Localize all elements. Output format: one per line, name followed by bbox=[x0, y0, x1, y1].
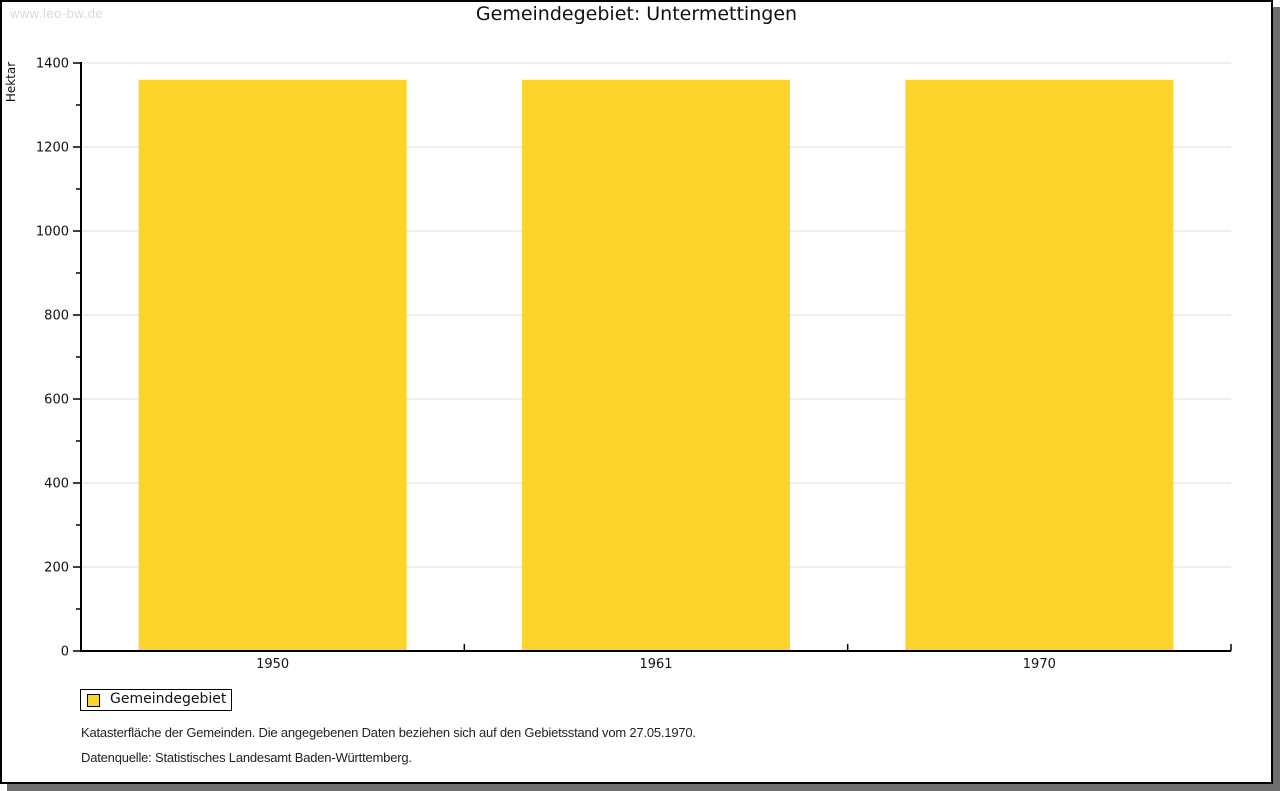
y-tick-label: 0 bbox=[61, 645, 69, 660]
bar-1950 bbox=[138, 79, 407, 652]
y-tick-label: 200 bbox=[44, 561, 69, 576]
y-tick-label: 1400 bbox=[36, 57, 69, 72]
y-tick-label: 800 bbox=[44, 309, 69, 324]
bar-1961 bbox=[522, 79, 790, 652]
y-tick-label: 400 bbox=[44, 477, 69, 492]
bar-1970 bbox=[905, 79, 1174, 652]
x-tick-label-1970: 1970 bbox=[1023, 657, 1056, 672]
x-tick-label-1961: 1961 bbox=[639, 657, 672, 672]
legend-label: Gemeindegebiet bbox=[110, 691, 227, 707]
y-tick-label: 1200 bbox=[36, 141, 69, 156]
footnote-source-note: Katasterfläche der Gemeinden. Die angege… bbox=[81, 725, 696, 740]
legend: Gemeindegebiet bbox=[80, 689, 232, 711]
legend-color-swatch bbox=[87, 693, 100, 707]
footnote-data-source: Datenquelle: Statistisches Landesamt Bad… bbox=[81, 750, 412, 765]
y-tick-label: 1000 bbox=[36, 225, 69, 240]
page-title: Gemeindegebiet: Untermettingen bbox=[475, 3, 798, 25]
y-tick-label: 600 bbox=[44, 393, 69, 408]
x-tick-label-1950: 1950 bbox=[256, 657, 289, 672]
watermark: www.leo-bw.de bbox=[10, 6, 104, 21]
